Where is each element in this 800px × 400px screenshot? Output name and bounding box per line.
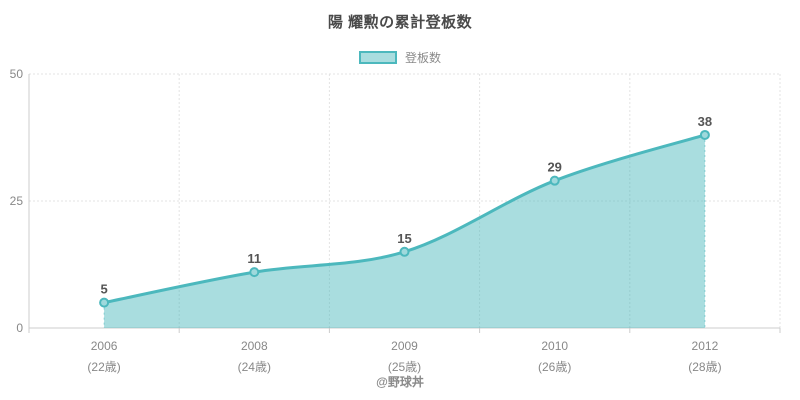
legend-label: 登板数 — [404, 51, 441, 65]
data-point[interactable] — [549, 175, 560, 186]
data-point[interactable] — [699, 129, 710, 140]
y-axis-tick-label: 25 — [10, 194, 24, 208]
x-axis-tick-label-year: 2008 — [241, 339, 268, 353]
data-point[interactable] — [399, 246, 410, 257]
footer-credit: @野球丼 — [376, 375, 424, 389]
x-axis-tick-label-year: 2006 — [91, 339, 118, 353]
x-axis-tick-label-age: (22歳) — [87, 360, 120, 374]
data-point-value-label: 11 — [247, 251, 261, 266]
x-axis-tick-label-age: (26歳) — [538, 360, 571, 374]
data-point-value-label: 38 — [698, 114, 712, 129]
y-axis-tick-label: 50 — [10, 67, 24, 81]
chart-title: 陽 耀勲の累計登板数 — [327, 14, 473, 31]
x-axis-tick-label-year: 2010 — [541, 339, 568, 353]
x-axis-tick-label-age: (28歳) — [688, 360, 721, 374]
data-point-value-label: 29 — [547, 160, 561, 175]
y-axis-tick-label: 0 — [16, 321, 23, 335]
data-point-value-label: 5 — [100, 282, 107, 297]
data-point[interactable] — [99, 297, 110, 308]
x-axis-tick-label-year: 2012 — [692, 339, 719, 353]
legend[interactable]: 登板数 — [0, 49, 800, 66]
legend-swatch-icon — [358, 51, 397, 64]
x-axis-tick-label-age: (25歳) — [388, 360, 421, 374]
data-point-value-label: 15 — [397, 231, 411, 246]
data-point[interactable] — [249, 267, 260, 278]
x-axis-tick-label-year: 2009 — [391, 339, 418, 353]
x-axis-tick-label-age: (24歳) — [238, 360, 271, 374]
